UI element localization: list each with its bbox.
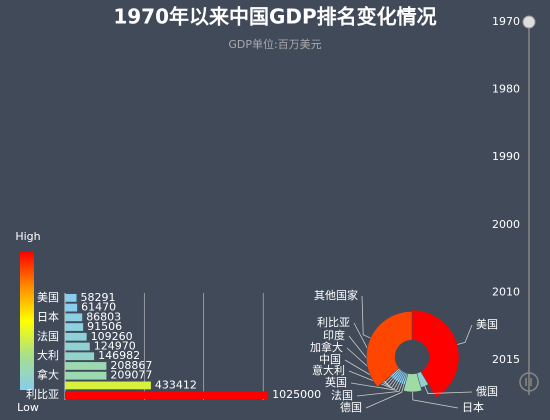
bar (65, 391, 269, 400)
value-label: 1025000 (272, 388, 321, 401)
title: 1970年以来中国GDP排名变化情况 (113, 5, 436, 29)
bar (65, 323, 84, 331)
leader-line (412, 391, 459, 409)
leader-line (457, 324, 473, 345)
pie-slice (411, 309, 460, 398)
value-label: 124970 (94, 340, 136, 353)
bar (65, 381, 151, 390)
visual-map-high: High (15, 230, 40, 243)
visual-map-low: Low (17, 401, 39, 414)
timeline-label: 2015 (492, 353, 520, 366)
pie-label: 法国 (331, 388, 353, 402)
pie-slice (366, 311, 413, 388)
value-label: 433412 (155, 378, 197, 391)
value-label: 146982 (98, 349, 140, 362)
pie-label: 意大利 (312, 363, 345, 377)
value-label: 208867 (110, 359, 152, 372)
bar (65, 352, 95, 361)
subtitle: GDP单位:百万美元 (228, 37, 321, 51)
value-label: 109260 (91, 330, 133, 343)
leader-line (348, 370, 399, 390)
leader-line (424, 386, 473, 394)
timeline-current (522, 15, 536, 29)
value-label: 209077 (110, 369, 152, 382)
leader-line (346, 347, 395, 387)
timeline-label: 1990 (492, 150, 520, 163)
pie-label: 利比亚 (317, 316, 350, 329)
leader-line (361, 295, 371, 339)
bar (65, 332, 87, 341)
leader-line (365, 384, 405, 409)
leader-line (356, 383, 403, 397)
timeline-label: 1970 (492, 15, 520, 28)
timeline-label: 2000 (492, 218, 520, 231)
y-tick-label: 法国 (37, 329, 59, 343)
y-tick-label: 日本 (37, 309, 59, 323)
bar (65, 362, 107, 370)
leader-line (344, 359, 397, 389)
pie-label: 加拿大 (310, 340, 343, 354)
pie-label: 美国 (476, 318, 498, 331)
play-button[interactable] (519, 372, 539, 392)
timeline-label: 2010 (492, 285, 520, 298)
timeline-label: 1980 (492, 83, 520, 96)
value-label: 58291 (81, 291, 116, 304)
pie-label: 德国 (340, 400, 362, 414)
value-label: 61470 (81, 301, 116, 314)
pie-label: 中国 (319, 353, 341, 366)
leader-line (348, 335, 393, 385)
bar (65, 342, 90, 351)
pie-label: 日本 (462, 400, 484, 414)
leader-line (353, 322, 392, 383)
pie-label: 其他国家 (314, 288, 358, 302)
bar (65, 313, 83, 322)
pause-icon (525, 378, 532, 386)
leader-line (350, 382, 401, 391)
bar (65, 303, 78, 312)
pie-label: 英国 (325, 375, 347, 389)
pie-label: 印度 (323, 328, 345, 342)
y-tick-label: 拿大 (37, 368, 59, 382)
value-label: 86803 (86, 310, 121, 323)
y-tick-label: 美国 (37, 291, 59, 304)
y-tick-label: 利比亚 (26, 388, 59, 401)
y-tick-label: 大利 (37, 348, 59, 362)
value-label: 91506 (87, 320, 122, 333)
bar (65, 293, 77, 302)
bar (65, 371, 107, 380)
pie-label: 俄国 (476, 385, 498, 398)
visual-map-bar (20, 252, 34, 390)
